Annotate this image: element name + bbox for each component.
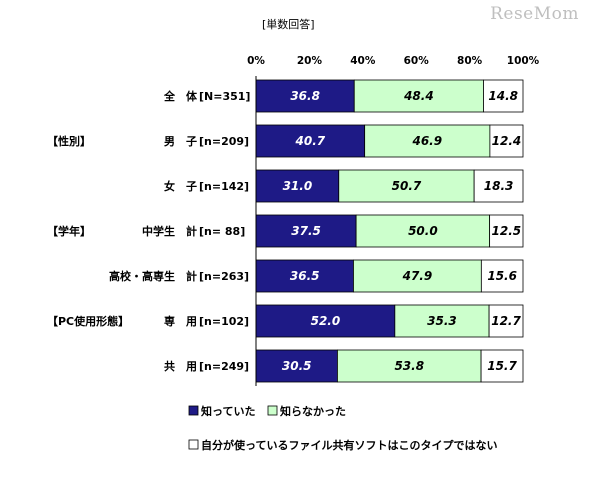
data-label: 35.3 xyxy=(427,314,457,328)
bar-segment xyxy=(480,349,524,383)
bar-segment xyxy=(337,349,482,383)
category-n-label: [n=209] xyxy=(199,135,249,148)
data-label: 15.6 xyxy=(487,269,517,283)
category-label: 全 体 xyxy=(163,89,198,103)
data-label: 30.5 xyxy=(282,359,312,373)
data-label: 18.3 xyxy=(484,179,514,193)
data-label: 47.9 xyxy=(402,269,433,283)
data-label: 12.4 xyxy=(492,134,522,148)
bar-segment xyxy=(483,79,524,113)
category-n-label: [n=249] xyxy=(199,360,249,373)
legend-label: 知っていた xyxy=(200,404,255,418)
bar-segment xyxy=(255,169,340,203)
category-label: 男 子 xyxy=(164,135,197,148)
bar-segment xyxy=(255,259,354,293)
data-label: 36.8 xyxy=(290,89,320,103)
x-tick-label: 20% xyxy=(297,55,323,67)
bar-segment xyxy=(364,124,491,158)
bar-segment xyxy=(480,259,524,293)
bar-segment xyxy=(338,169,475,203)
legend-label: 知らなかった xyxy=(279,404,346,418)
data-label: 53.8 xyxy=(394,359,424,373)
data-label: 50.0 xyxy=(408,224,438,238)
category-label: 高校・高専生 計 xyxy=(109,269,197,283)
category-group-label: 【学年】 xyxy=(47,224,91,238)
data-label: 46.9 xyxy=(411,134,442,148)
bar-segment xyxy=(488,304,524,338)
data-label: 36.5 xyxy=(290,269,320,283)
x-tick-label: 60% xyxy=(404,55,430,67)
bar-segment xyxy=(255,349,338,383)
data-label: 48.4 xyxy=(403,89,434,103)
legend-label: 自分が使っているファイル共有ソフトはこのタイプではない xyxy=(201,438,497,452)
data-label: 52.0 xyxy=(311,314,341,328)
category-n-label: [N=351] xyxy=(199,90,250,103)
data-label: 31.0 xyxy=(283,179,313,193)
category-label: 女 子 xyxy=(164,179,197,193)
data-label: 40.7 xyxy=(295,134,326,148)
data-label: 12.5 xyxy=(492,224,522,238)
category-label: 専 用 xyxy=(164,314,197,328)
category-group-label: 【性別】 xyxy=(47,134,91,148)
x-tick-label: 0% xyxy=(247,55,265,67)
x-tick-label: 80% xyxy=(457,55,483,67)
category-n-label: [n=142] xyxy=(199,180,249,193)
legend-swatch xyxy=(267,405,278,416)
data-label: 14.8 xyxy=(488,89,518,103)
data-label: 12.7 xyxy=(491,314,521,328)
category-n-label: [n=263] xyxy=(199,270,249,283)
bar-segment xyxy=(353,259,482,293)
bar-segment xyxy=(255,304,396,338)
bar-segment xyxy=(255,79,355,113)
category-label: 中学生 計 xyxy=(142,224,197,238)
data-label: 15.7 xyxy=(487,359,517,373)
category-n-label: [n=102] xyxy=(199,315,249,328)
x-tick-label: 100% xyxy=(507,55,540,67)
category-n-label: [n= 88] xyxy=(199,225,245,238)
bar-segment xyxy=(255,124,366,158)
bar-segment xyxy=(355,214,491,248)
bar-segment xyxy=(489,124,524,158)
legend-swatch xyxy=(188,405,199,416)
bar-segment xyxy=(473,169,524,203)
category-label: 共 用 xyxy=(164,359,197,373)
watermark-logo: ReseMom xyxy=(490,4,579,24)
bar-segment xyxy=(489,214,524,248)
x-tick-label: 40% xyxy=(350,55,376,67)
bar-segment xyxy=(394,304,490,338)
data-label: 37.5 xyxy=(291,224,321,238)
legend-swatch xyxy=(188,439,199,450)
data-label: 50.7 xyxy=(392,179,422,193)
response-type-note: [単数回答] xyxy=(262,18,315,31)
category-group-label: 【PC使用形態】 xyxy=(47,314,129,328)
